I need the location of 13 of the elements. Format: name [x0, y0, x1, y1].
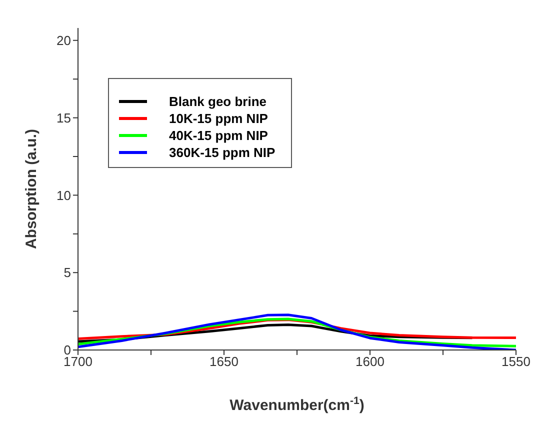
- y-axis-title: Absorption (a.u.): [23, 129, 40, 249]
- y-tick-label: 10: [56, 188, 71, 203]
- x-tick-label: 1650: [210, 354, 238, 370]
- legend-label: 360K-15 ppm NIP: [169, 145, 276, 160]
- x-axis-title: Wavenumber(cm$^{-1}$): [230, 395, 364, 414]
- y-tick-label: 15: [56, 110, 71, 126]
- y-tick-label: 20: [56, 33, 71, 48]
- x-tick-label: 1600: [356, 354, 384, 370]
- legend-label: Blank geo brine: [169, 94, 267, 109]
- y-tick-label: 5: [64, 265, 71, 280]
- legend-label: 10K-15 ppm NIP: [169, 111, 268, 126]
- legend-label: 40K-15 ppm NIP: [169, 128, 268, 143]
- x-tick-label: 1550: [502, 354, 530, 370]
